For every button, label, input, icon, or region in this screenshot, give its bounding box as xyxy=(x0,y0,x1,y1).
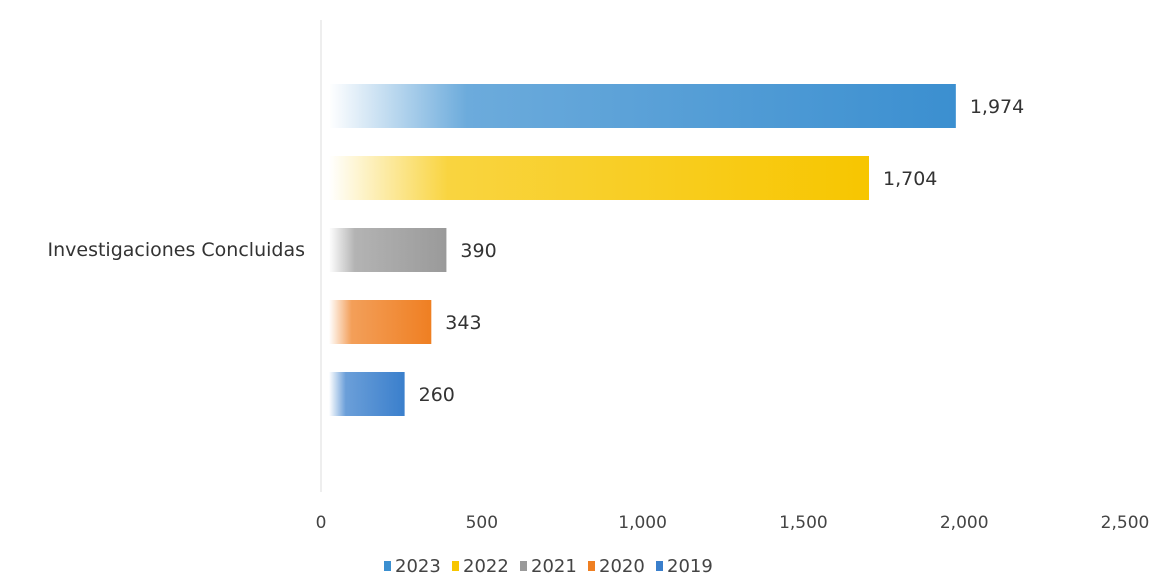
value-label-2019: 260 xyxy=(419,384,455,406)
legend-swatch-2022 xyxy=(452,561,459,571)
category-label: Investigaciones Concluidas xyxy=(47,239,305,261)
legend-swatch-2020 xyxy=(588,561,595,571)
legend-label-2023: 2023 xyxy=(395,556,441,577)
legend: 2023 2022 2021 2020 2019 xyxy=(384,556,713,577)
x-tick-label: 1,500 xyxy=(779,513,828,533)
bar-2022 xyxy=(329,156,870,200)
x-tick-label: 0 xyxy=(316,513,327,533)
legend-swatch-2023 xyxy=(384,561,391,571)
bars-group: 1,974 1,704 390 343 260 xyxy=(329,84,1024,416)
value-label-2023: 1,974 xyxy=(970,96,1024,118)
value-label-2022: 1,704 xyxy=(883,168,937,190)
x-tick-label: 500 xyxy=(466,513,498,533)
x-tick-label: 1,000 xyxy=(618,513,667,533)
x-axis-ticks: 0 500 1,000 1,500 2,000 2,500 xyxy=(316,513,1150,533)
legend-label-2022: 2022 xyxy=(463,556,509,577)
legend-label-2019: 2019 xyxy=(667,556,713,577)
bar-2019 xyxy=(329,372,405,416)
x-tick-label: 2,500 xyxy=(1101,513,1150,533)
bar-2020 xyxy=(329,300,432,344)
legend-label-2020: 2020 xyxy=(599,556,645,577)
bar-2023 xyxy=(329,84,956,128)
legend-swatch-2021 xyxy=(520,561,527,571)
bar-2021 xyxy=(329,228,447,272)
legend-label-2021: 2021 xyxy=(531,556,577,577)
value-label-2020: 343 xyxy=(445,312,481,334)
legend-swatch-2019 xyxy=(656,561,663,571)
x-tick-label: 2,000 xyxy=(940,513,989,533)
value-label-2021: 390 xyxy=(460,240,496,262)
